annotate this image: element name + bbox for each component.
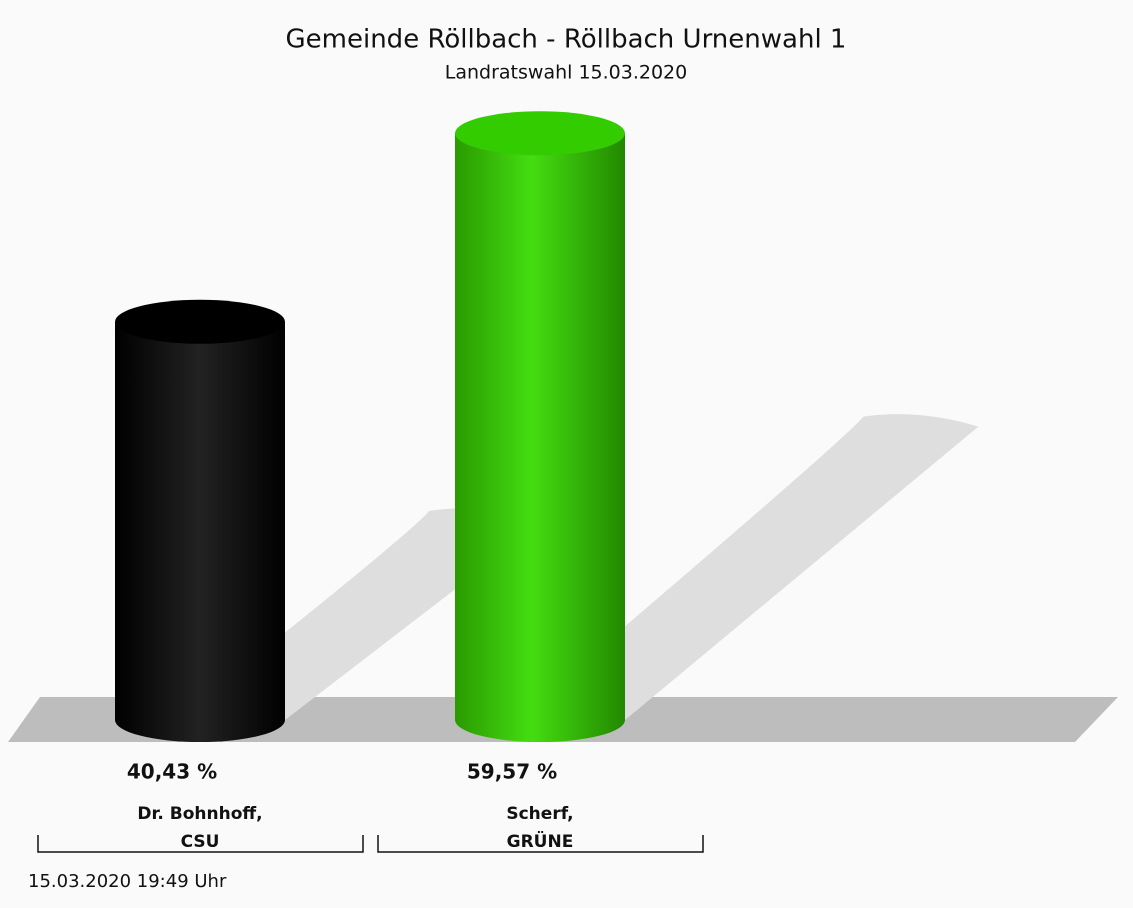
value-label: 40,43 % [127, 760, 217, 784]
bar [455, 111, 625, 743]
bar-shadow [455, 414, 979, 720]
cylinder-top [115, 299, 285, 344]
category-bracket [377, 835, 704, 853]
footnote: 15.03.2020 19:49 Uhr [28, 871, 227, 892]
bar [115, 299, 285, 742]
bar-shadow [115, 508, 545, 720]
value-label: 59,57 % [467, 760, 557, 784]
category-bracket [37, 835, 364, 853]
chart-subtitle: Landratswahl 15.03.2020 [445, 62, 687, 84]
cylinder-body [115, 321, 285, 742]
category-label: Dr. Bohnhoff, CSU [137, 804, 263, 852]
shadows [115, 414, 979, 720]
cylinder-body [455, 133, 625, 743]
category-label: Scherf, GRÜNE [506, 804, 574, 852]
bars [115, 111, 625, 743]
chart-title: Gemeinde Röllbach - Röllbach Urnenwahl 1 [286, 25, 847, 55]
cylinder-top [455, 111, 625, 156]
